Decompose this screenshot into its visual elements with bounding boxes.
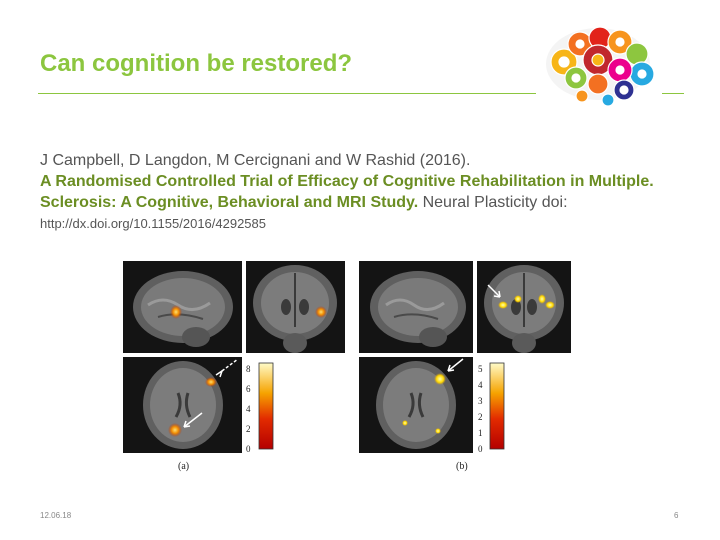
scale-b-tick: 5: [478, 364, 483, 374]
mri-a-axial: [123, 357, 242, 453]
scale-b: 5 4 3 2 1 0: [478, 362, 505, 454]
scale-b-tick: 1: [478, 428, 483, 438]
gear-brain-icon: [546, 26, 655, 107]
title-underline: [38, 93, 536, 94]
citation-block: J Campbell, D Langdon, M Cercignani and …: [40, 150, 680, 234]
mri-a-coronal: [246, 261, 345, 353]
mri-a-sagittal: [123, 261, 242, 353]
panel-b-label: (b): [456, 461, 468, 472]
scale-a-tick: 0: [246, 444, 251, 454]
mri-b-sagittal: [359, 261, 473, 353]
scale-a: 8 6 4 2 0: [246, 362, 274, 454]
title-underline-right: [662, 93, 684, 94]
citation-doi: http://dx.doi.org/10.1155/2016/4292585: [40, 216, 267, 231]
scale-a-tick: 4: [246, 404, 251, 414]
scale-a-tick: 8: [246, 364, 251, 374]
citation-journal: Neural Plasticity doi:: [418, 194, 568, 211]
slide-date: 12.06.18: [40, 511, 72, 520]
slide-title: Can cognition be restored?: [40, 50, 353, 77]
mri-figure: 8 6 4 2 0 (a): [123, 261, 571, 472]
scale-b-tick: 2: [478, 412, 483, 422]
scale-b-tick: 3: [478, 396, 483, 406]
scale-a-tick: 2: [246, 424, 251, 434]
citation-title: A Randomised Controlled Trial of Efficac…: [40, 173, 654, 211]
scale-b-tick: 4: [478, 380, 483, 390]
mri-b-axial: [359, 357, 473, 453]
scale-b-tick: 0: [478, 444, 483, 454]
page-number: 6: [674, 511, 679, 520]
scale-a-tick: 6: [246, 384, 251, 394]
citation-authors: J Campbell, D Langdon, M Cercignani and …: [40, 152, 471, 169]
mri-b-coronal: [477, 261, 571, 353]
panel-a-label: (a): [178, 461, 189, 472]
